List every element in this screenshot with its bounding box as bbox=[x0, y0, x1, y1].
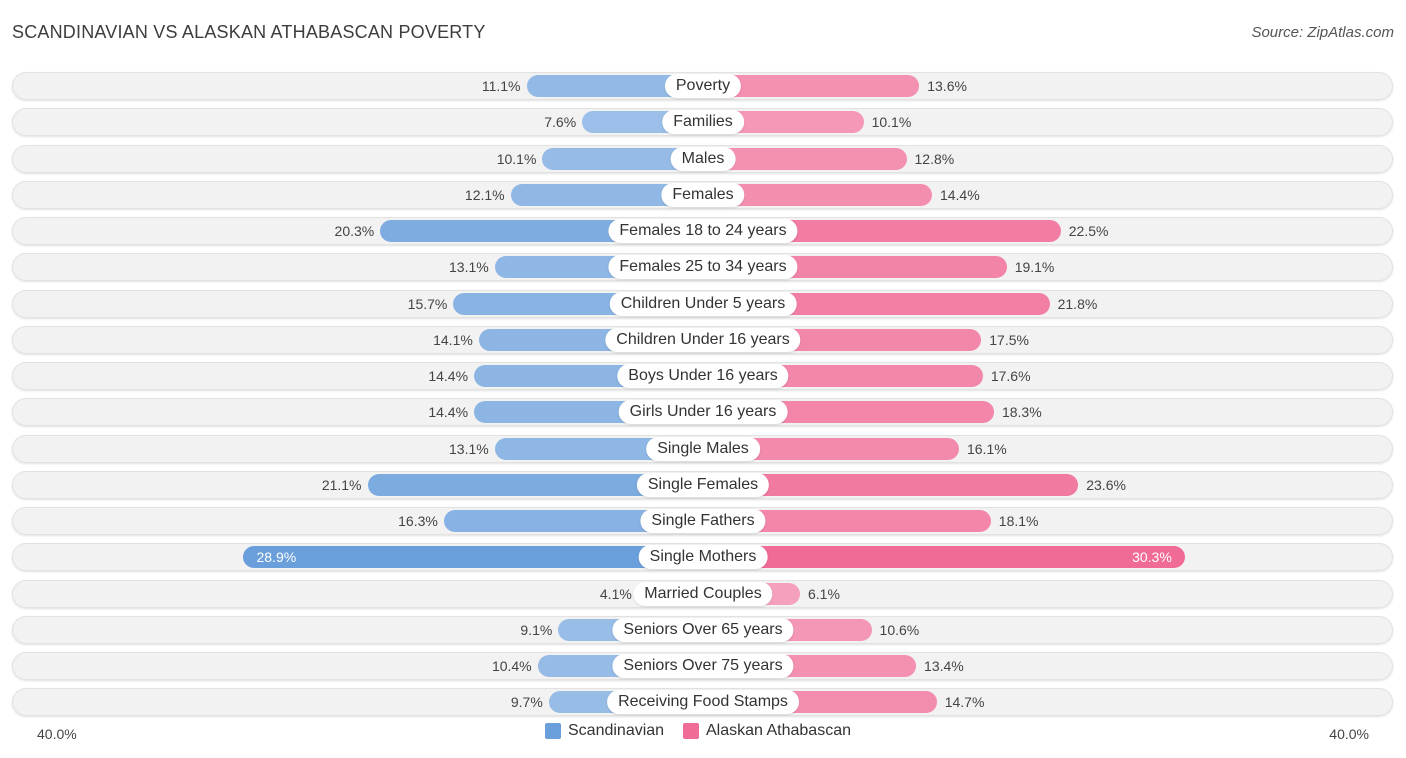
legend-item-alaskan-athabascan: Alaskan Athabascan bbox=[683, 722, 851, 740]
value-label-alaskan-athabascan: 19.1% bbox=[1014, 259, 1055, 276]
value-label-scandinavian: 16.3% bbox=[398, 513, 438, 529]
legend-swatch-scandinavian bbox=[545, 723, 561, 739]
category-label: Children Under 5 years bbox=[609, 291, 797, 316]
legend: Scandinavian Alaskan Athabascan bbox=[0, 722, 1406, 744]
bar-scandinavian[interactable] bbox=[443, 510, 703, 532]
value-label-alaskan-athabascan: 18.1% bbox=[998, 513, 1039, 529]
value-label-scandinavian: 20.3% bbox=[334, 223, 375, 239]
value-label-alaskan-athabascan: 14.4% bbox=[939, 186, 980, 203]
source-credit: Source: ZipAtlas.com bbox=[1251, 24, 1394, 41]
bar-scandinavian[interactable] bbox=[367, 473, 703, 496]
value-label-alaskan-athabascan: 23.6% bbox=[1086, 476, 1126, 493]
category-label: Poverty bbox=[664, 74, 742, 98]
chart-title: SCANDINAVIAN VS ALASKAN ATHABASCAN POVER… bbox=[12, 22, 486, 42]
bar-alaskan-athabascan[interactable] bbox=[703, 510, 991, 532]
category-label: Receiving Food Stamps bbox=[607, 690, 799, 715]
legend-label-scandinavian: Scandinavian bbox=[568, 722, 665, 739]
category-label: Females 18 to 24 years bbox=[608, 219, 798, 243]
category-label: Seniors Over 75 years bbox=[612, 654, 794, 678]
value-label-alaskan-athabascan: 16.1% bbox=[966, 440, 1007, 457]
bar-alaskan-athabascan[interactable] bbox=[703, 147, 907, 170]
value-label-alaskan-athabascan: 30.3% bbox=[1132, 549, 1172, 566]
value-label-scandinavian: 12.1% bbox=[464, 186, 505, 203]
value-label-alaskan-athabascan: 14.7% bbox=[944, 694, 985, 711]
category-label: Married Couples bbox=[633, 581, 773, 606]
bar-scandinavian[interactable] bbox=[542, 147, 703, 170]
category-label: Single Females bbox=[636, 472, 770, 497]
legend-item-scandinavian: Scandinavian bbox=[545, 722, 664, 740]
bar-alaskan-athabascan[interactable] bbox=[703, 437, 959, 460]
category-label: Boys Under 16 years bbox=[617, 364, 789, 388]
value-label-alaskan-athabascan: 22.5% bbox=[1068, 223, 1109, 239]
value-label-scandinavian: 21.1% bbox=[321, 476, 362, 493]
bar-alaskan-athabascan[interactable] bbox=[703, 546, 1185, 569]
value-label-scandinavian: 14.4% bbox=[428, 368, 469, 384]
value-label-alaskan-athabascan: 12.8% bbox=[914, 150, 955, 167]
category-label: Males bbox=[670, 146, 736, 171]
legend-swatch-alaskan-athabascan bbox=[683, 723, 699, 739]
value-label-scandinavian: 9.1% bbox=[520, 621, 553, 638]
category-label: Children Under 16 years bbox=[605, 327, 801, 352]
value-label-scandinavian: 10.1% bbox=[496, 150, 537, 167]
bar-alaskan-athabascan[interactable] bbox=[703, 183, 932, 206]
value-label-alaskan-athabascan: 21.8% bbox=[1057, 295, 1098, 312]
category-label: Single Mothers bbox=[638, 545, 768, 570]
value-label-scandinavian: 15.7% bbox=[407, 295, 448, 312]
value-label-scandinavian: 11.1% bbox=[481, 78, 521, 94]
value-label-scandinavian: 10.4% bbox=[491, 658, 532, 674]
value-label-alaskan-athabascan: 17.6% bbox=[990, 368, 1031, 384]
category-label: Girls Under 16 years bbox=[618, 400, 788, 425]
value-label-alaskan-athabascan: 18.3% bbox=[1001, 404, 1042, 421]
legend-label-alaskan-athabascan: Alaskan Athabascan bbox=[706, 722, 851, 739]
category-label: Families bbox=[662, 110, 744, 135]
value-label-scandinavian: 13.1% bbox=[449, 440, 489, 457]
value-label-alaskan-athabascan: 10.1% bbox=[871, 114, 912, 131]
axis-min-label: 40.0% bbox=[37, 726, 77, 742]
value-label-scandinavian: 7.6% bbox=[544, 114, 577, 131]
category-label: Seniors Over 65 years bbox=[612, 617, 794, 642]
value-label-alaskan-athabascan: 17.5% bbox=[989, 331, 1029, 348]
category-label: Females 25 to 34 years bbox=[608, 255, 798, 280]
value-label-alaskan-athabascan: 13.4% bbox=[924, 658, 964, 674]
value-label-scandinavian: 13.1% bbox=[449, 259, 489, 276]
value-label-alaskan-athabascan: 13.6% bbox=[927, 78, 967, 94]
value-label-scandinavian: 9.7% bbox=[510, 694, 543, 711]
bar-alaskan-athabascan[interactable] bbox=[703, 473, 1079, 496]
bar-scandinavian[interactable] bbox=[243, 546, 703, 569]
value-label-alaskan-athabascan: 6.1% bbox=[807, 585, 840, 602]
axis-max-label: 40.0% bbox=[1329, 726, 1369, 742]
value-label-scandinavian: 14.1% bbox=[433, 331, 473, 348]
category-label: Single Males bbox=[646, 436, 760, 461]
bar-alaskan-athabascan[interactable] bbox=[703, 75, 920, 97]
value-label-alaskan-athabascan: 10.6% bbox=[879, 621, 920, 638]
category-label: Single Fathers bbox=[640, 509, 766, 533]
value-label-scandinavian: 4.1% bbox=[599, 585, 632, 602]
bar-scandinavian[interactable] bbox=[510, 183, 703, 206]
bar-scandinavian[interactable] bbox=[526, 75, 703, 97]
category-label: Females bbox=[661, 182, 745, 207]
value-label-scandinavian: 28.9% bbox=[256, 549, 297, 566]
value-label-scandinavian: 14.4% bbox=[428, 404, 469, 421]
